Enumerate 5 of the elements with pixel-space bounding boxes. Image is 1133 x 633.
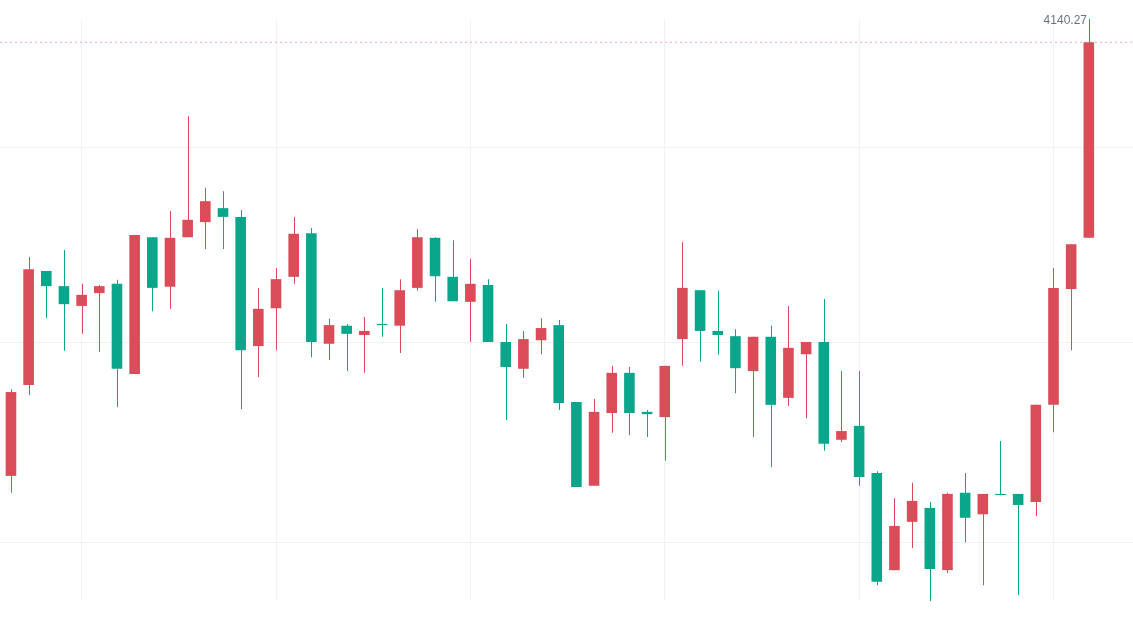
candlestick <box>359 316 370 373</box>
candlestick <box>94 284 105 352</box>
candlestick <box>712 290 724 355</box>
annotation: 4140.27 <box>1043 13 1088 28</box>
candlestick <box>995 440 1006 496</box>
